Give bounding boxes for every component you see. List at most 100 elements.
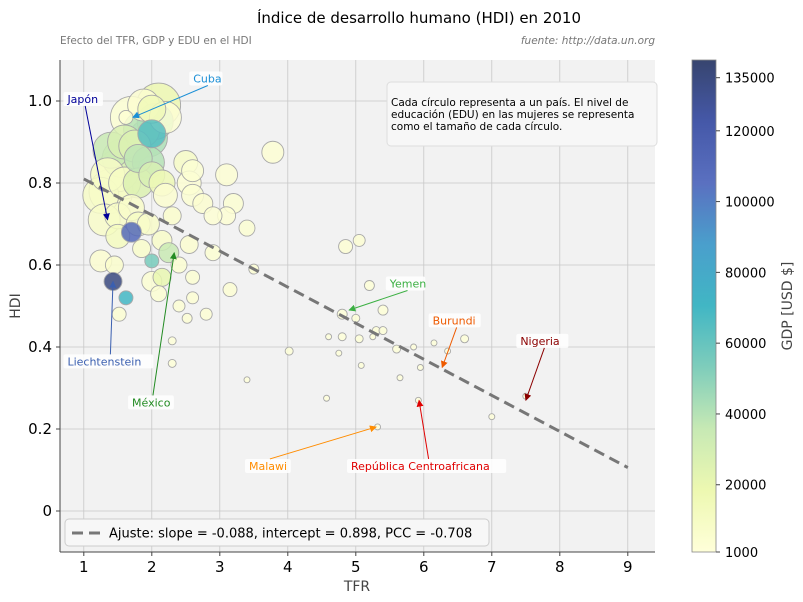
colorbar-tick-label: 1000 [725, 546, 758, 561]
legend-fit-label: Ajuste: slope = -0.088, intercept = 0.89… [109, 527, 472, 542]
data-point [414, 396, 422, 404]
annotation-label: Nigeria [520, 335, 559, 348]
data-points [82, 82, 530, 431]
colorbar-tick-label: 135000 [725, 72, 775, 87]
annotation-label: Japón [66, 93, 98, 106]
data-point [335, 349, 343, 357]
data-point [354, 334, 364, 344]
data-point [150, 285, 168, 303]
annotations: Japón Cuba Liechtenstein México Yemen Burundi… [63, 71, 569, 473]
colorbar-ticks: 1000 20000 40000 60000 80000 100000 120000 1350… [716, 72, 775, 561]
data-point [460, 334, 470, 344]
data-point [488, 413, 496, 421]
annotation-label: Burundi [433, 314, 476, 327]
x-tick-label: 3 [215, 558, 225, 576]
data-point [430, 339, 438, 347]
data-point [118, 290, 134, 306]
data-point [284, 346, 294, 356]
data-point [351, 313, 361, 323]
annotation-nigeria: Nigeria [516, 333, 569, 401]
annotation-arrow [348, 290, 408, 312]
x-tick-label: 4 [283, 558, 293, 576]
colorbar-label: GDP [USD $] [780, 262, 796, 351]
data-point [261, 140, 285, 164]
data-point [203, 206, 223, 226]
colorbar [691, 59, 717, 553]
data-point [167, 336, 177, 346]
legend: Ajuste: slope = -0.088, intercept = 0.89… [64, 518, 490, 547]
data-point [222, 282, 238, 298]
annotation-arrow [84, 105, 110, 221]
y-axis-label: HDI [8, 293, 24, 318]
chart-subtitle-right: fuente: http://data.un.org [521, 35, 655, 47]
annotation-arrow [524, 347, 545, 401]
data-point [337, 332, 347, 342]
axes: 1 2 3 4 5 6 7 8 9 0 0.2 0.4 0.6 0.8 1.0 [28, 60, 655, 576]
data-point [186, 291, 200, 305]
data-point [170, 256, 188, 274]
data-point [172, 299, 186, 313]
data-point [416, 364, 424, 371]
x-tick-label: 7 [487, 558, 497, 576]
data-point [181, 312, 193, 324]
annotation-arrow [109, 280, 117, 355]
annotation-label: Liechtenstein [67, 355, 141, 368]
fit-line [83, 177, 629, 469]
data-point [162, 206, 182, 226]
info-box: Cada círculo representa a un país. El ni… [386, 81, 658, 147]
annotation-label: México [132, 396, 171, 409]
annotation-arrow [441, 327, 458, 369]
data-point [215, 163, 239, 187]
data-point [181, 159, 205, 183]
annotation-jap-n: Japón [63, 92, 110, 221]
data-point [396, 374, 404, 382]
y-tick-label: 0 [42, 502, 52, 520]
annotation-arrow [416, 399, 430, 460]
y-tick-label: 0.2 [28, 420, 52, 438]
data-point [378, 326, 388, 336]
x-tick-label: 2 [147, 558, 157, 576]
annotation-cuba: Cuba [132, 71, 223, 119]
colorbar-tick-label: 40000 [725, 408, 766, 423]
data-point [199, 307, 213, 321]
annotation-yemen: Yemen [348, 276, 427, 312]
chart-title: Índice de desarrollo humano (HDI) en 201… [257, 8, 581, 27]
chart-subtitle-left: Efecto del TFR, GDP y EDU en el HDI [60, 35, 252, 47]
data-point [392, 344, 402, 354]
data-point [363, 280, 375, 291]
data-point [120, 221, 142, 243]
annotation-burundi: Burundi [428, 313, 481, 369]
data-point [104, 255, 124, 275]
data-point [185, 269, 201, 285]
data-point [357, 362, 365, 369]
data-point [132, 239, 152, 259]
colorbar-tick-label: 120000 [725, 125, 775, 140]
data-point [325, 333, 333, 341]
annotation-label: Cuba [193, 73, 221, 86]
annotation-rep-blica-centroafricana: República Centroafricana [347, 399, 507, 473]
y-tick-label: 0.4 [28, 338, 52, 356]
x-tick-label: 8 [555, 558, 565, 576]
annotation-arrow [132, 85, 209, 119]
data-point [111, 306, 127, 322]
data-point [238, 219, 256, 237]
x-tick-label: 5 [351, 558, 361, 576]
annotation-label: República Centroafricana [351, 460, 490, 473]
colorbar-tick-label: 80000 [725, 266, 766, 281]
x-tick-label: 6 [419, 558, 429, 576]
annotation-arrow [269, 425, 377, 460]
data-point [118, 109, 134, 125]
data-point [410, 343, 418, 351]
colorbar-tick-label: 20000 [725, 479, 766, 494]
data-point [338, 239, 354, 255]
info-box-line-2: educación (EDU) en las mujeres se repres… [391, 109, 634, 121]
annotation-label: Malawi [249, 460, 287, 473]
y-tick-label: 0.8 [28, 174, 52, 192]
info-box-line-1: Cada círculo representa a un país. El ni… [391, 97, 628, 109]
x-tick-label: 1 [79, 558, 89, 576]
colorbar-tick-label: 100000 [725, 196, 775, 211]
data-point [167, 358, 177, 368]
annotation-label: Yemen [389, 278, 427, 291]
data-point [152, 267, 172, 287]
